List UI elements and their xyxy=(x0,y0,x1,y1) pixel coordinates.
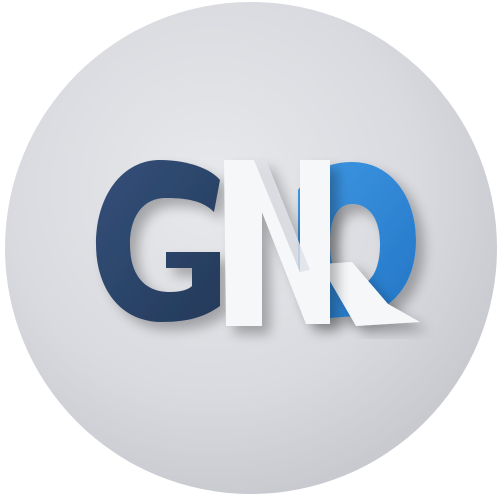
letter-m xyxy=(224,160,330,326)
letter-q-tail xyxy=(320,262,420,326)
letter-g xyxy=(96,160,220,322)
